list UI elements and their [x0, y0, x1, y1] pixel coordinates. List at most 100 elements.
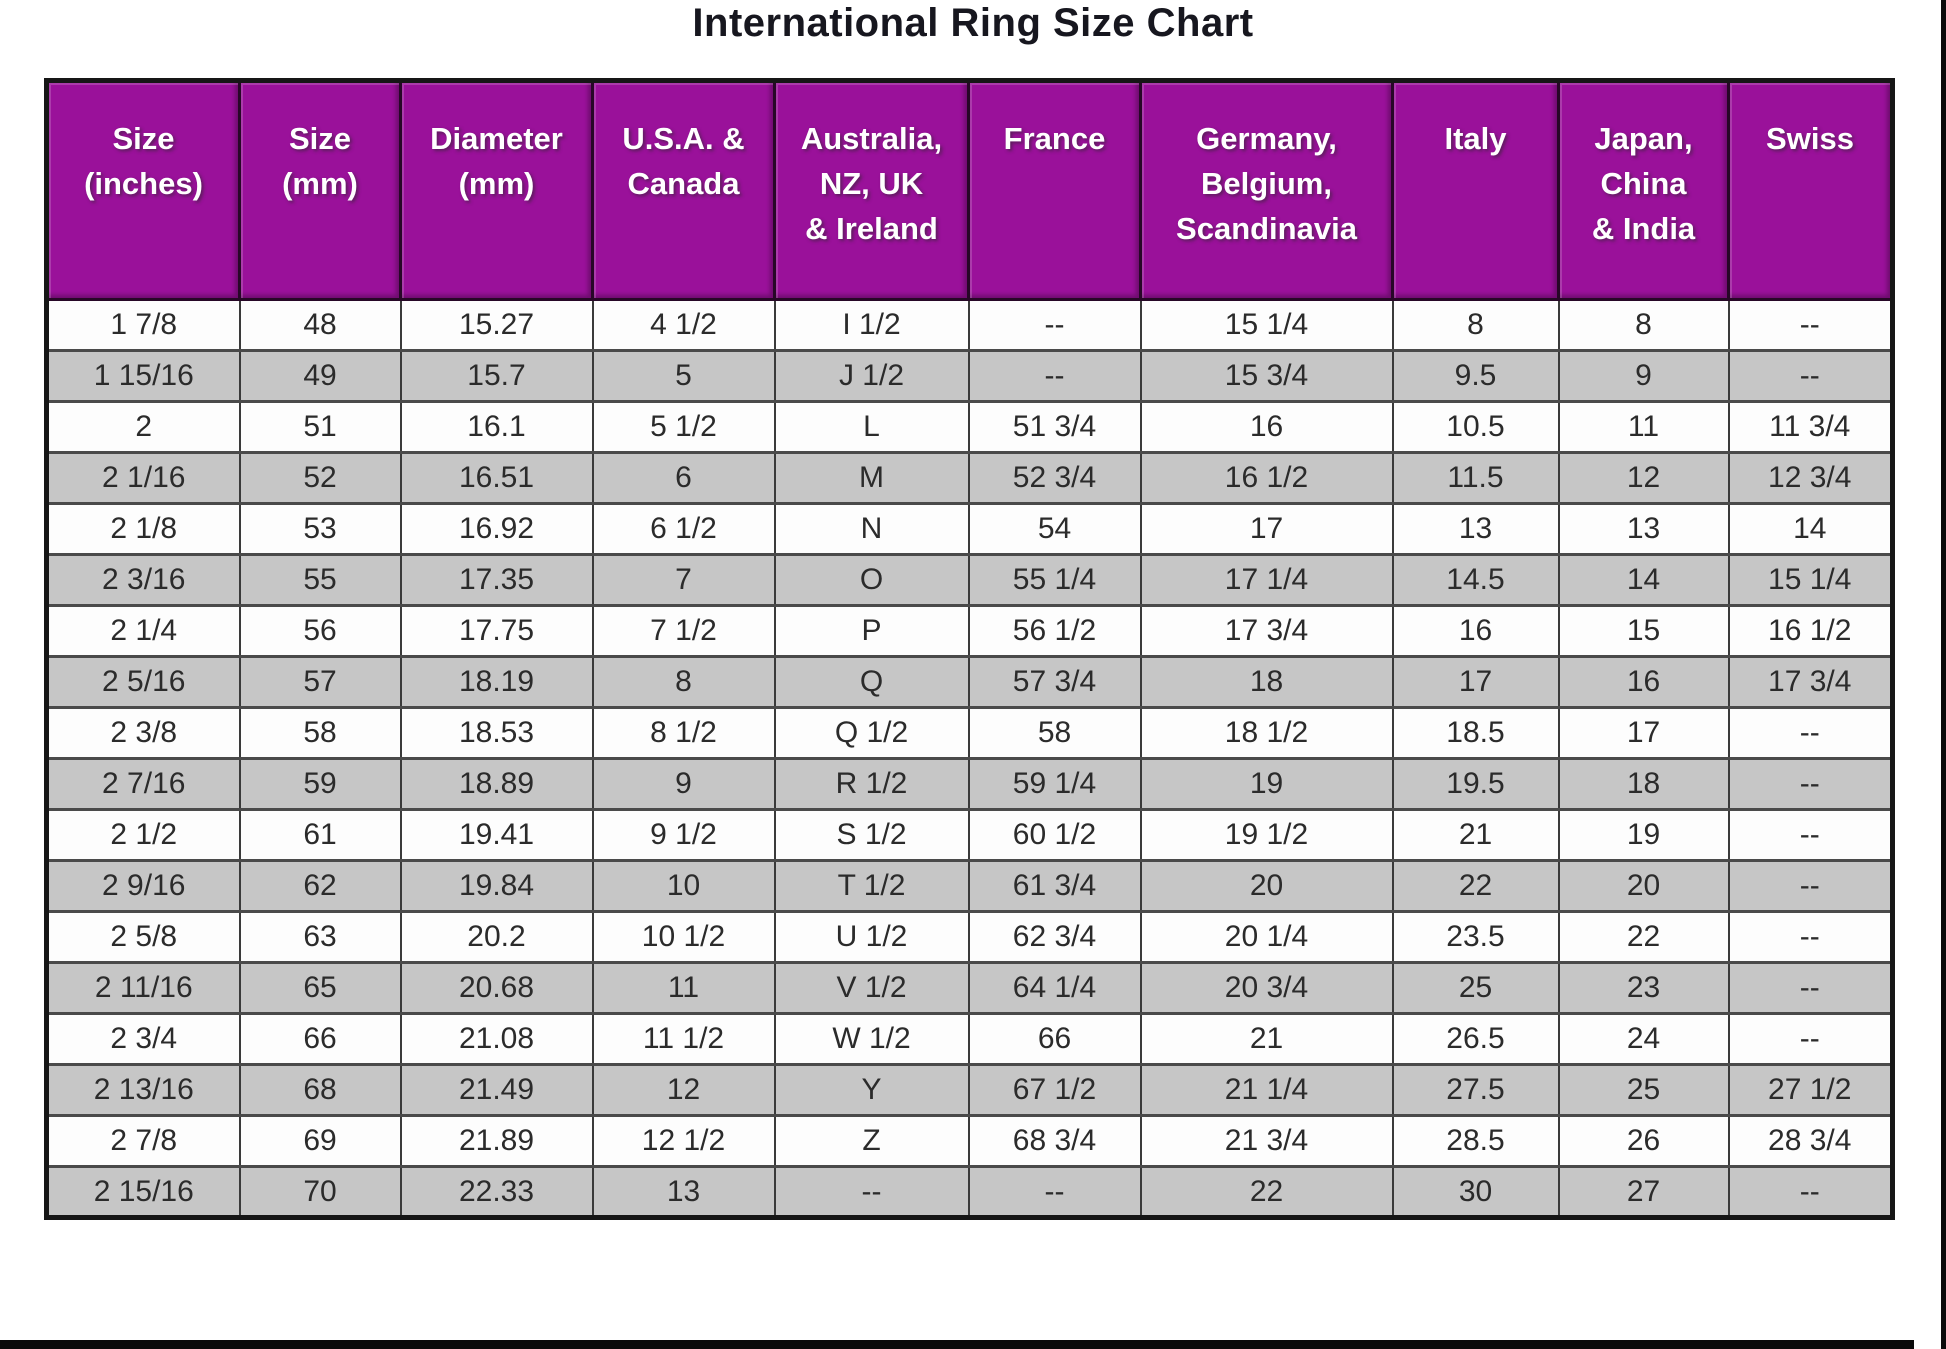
cell: 28.5 [1391, 1114, 1560, 1168]
cell: 52 [238, 451, 402, 505]
cell: 18.19 [399, 655, 594, 709]
cell: 27 [1557, 1165, 1730, 1219]
cell: 12 3/4 [1727, 451, 1894, 505]
cell: 16 1/2 [1139, 451, 1394, 505]
table-row: 2 3/16 55 17.35 7 O 55 1/4 17 1/4 14.5 14 15 1/4 [45, 553, 1894, 607]
cell: -- [773, 1165, 970, 1219]
cell: 11 3/4 [1727, 400, 1894, 454]
cell: -- [1727, 1165, 1894, 1219]
cell: 68 3/4 [967, 1114, 1142, 1168]
table-row: 1 15/16 49 15.7 5 J 1/2 -- 15 3/4 9.5 9 -- [45, 349, 1894, 403]
column-header: Australia, NZ, UK & Ireland [773, 79, 970, 301]
page-title: International Ring Size Chart [692, 1, 1254, 45]
cell: 17 [1139, 502, 1394, 556]
cell: 16.1 [399, 400, 594, 454]
cell: 62 [238, 859, 402, 913]
cell: 21.08 [399, 1012, 594, 1066]
cell: 48 [238, 298, 402, 352]
cell: 59 [238, 757, 402, 811]
cell: -- [1727, 298, 1894, 352]
cell: -- [1727, 859, 1894, 913]
table-row: 2 5/8 63 20.2 10 1/2 U 1/2 62 3/4 20 1/4 23.5 22… [45, 910, 1894, 964]
cell: 14 [1727, 502, 1894, 556]
cell: 17 1/4 [1139, 553, 1394, 607]
cell: -- [967, 298, 1142, 352]
cell: 22 [1139, 1165, 1394, 1219]
cell: 15 3/4 [1139, 349, 1394, 403]
cell: 6 1/2 [591, 502, 776, 556]
cell: 6 [591, 451, 776, 505]
cell: 57 [238, 655, 402, 709]
cell: 19 [1557, 808, 1730, 862]
cell: 21 [1139, 1012, 1394, 1066]
cell: 14 [1557, 553, 1730, 607]
cell: 9 [1557, 349, 1730, 403]
cell: 20.68 [399, 961, 594, 1015]
cell: -- [1727, 706, 1894, 760]
table-row: 1 7/8 48 15.27 4 1/2 I 1/2 -- 15 1/4 8 8 -- [45, 298, 1894, 352]
cell: 19.84 [399, 859, 594, 913]
cell: 61 3/4 [967, 859, 1142, 913]
cell: 2 1/8 [45, 502, 241, 556]
cell: Z [773, 1114, 970, 1168]
cell: -- [1727, 961, 1894, 1015]
cell: 16 [1557, 655, 1730, 709]
cell: 20 3/4 [1139, 961, 1394, 1015]
cell: 14.5 [1391, 553, 1560, 607]
cell: 25 [1557, 1063, 1730, 1117]
cell: 21.49 [399, 1063, 594, 1117]
cell: 18.89 [399, 757, 594, 811]
cell: 15 1/4 [1727, 553, 1894, 607]
cell: 20 [1139, 859, 1394, 913]
table-row: 2 7/16 59 18.89 9 R 1/2 59 1/4 19 19.5 18 -- [45, 757, 1894, 811]
cell: 13 [1391, 502, 1560, 556]
cell: 7 1/2 [591, 604, 776, 658]
cell: T 1/2 [773, 859, 970, 913]
cell: 2 [45, 400, 241, 454]
cell: 5 1/2 [591, 400, 776, 454]
column-header: Diameter (mm) [399, 79, 594, 301]
cell: 61 [238, 808, 402, 862]
cell: 8 [1391, 298, 1560, 352]
cell: 17 3/4 [1727, 655, 1894, 709]
cell: 15 1/4 [1139, 298, 1394, 352]
cell: 2 3/16 [45, 553, 241, 607]
cell: 7 [591, 553, 776, 607]
cell: 21 1/4 [1139, 1063, 1394, 1117]
cell: 13 [591, 1165, 776, 1219]
cell: M [773, 451, 970, 505]
cell: P [773, 604, 970, 658]
cell: 8 [1557, 298, 1730, 352]
cell: 52 3/4 [967, 451, 1142, 505]
cell: 27 1/2 [1727, 1063, 1894, 1117]
cell: 17 [1391, 655, 1560, 709]
cell: 63 [238, 910, 402, 964]
table-row: 2 15/16 70 22.33 13 -- -- 22 30 27 -- [45, 1165, 1894, 1219]
table-row: 2 9/16 62 19.84 10 T 1/2 61 3/4 20 22 20 -- [45, 859, 1894, 913]
cell: 10 1/2 [591, 910, 776, 964]
cell: 66 [238, 1012, 402, 1066]
cell: 53 [238, 502, 402, 556]
cell: V 1/2 [773, 961, 970, 1015]
cell: W 1/2 [773, 1012, 970, 1066]
cell: 59 1/4 [967, 757, 1142, 811]
cell: 17.75 [399, 604, 594, 658]
header-row: Size (inches) Size (mm) Diameter (mm) U.S.A… [45, 79, 1894, 301]
cell: R 1/2 [773, 757, 970, 811]
cell: 20.2 [399, 910, 594, 964]
cell: 11 1/2 [591, 1012, 776, 1066]
table-row: 2 3/8 58 18.53 8 1/2 Q 1/2 58 18 1/2 18.5 17 -- [45, 706, 1894, 760]
cell: 15 [1557, 604, 1730, 658]
cell: -- [967, 1165, 1142, 1219]
cell: J 1/2 [773, 349, 970, 403]
cell: 2 3/8 [45, 706, 241, 760]
table-row: 2 11/16 65 20.68 11 V 1/2 64 1/4 20 3/4 25 23 -- [45, 961, 1894, 1015]
cell: 64 1/4 [967, 961, 1142, 1015]
table-row: 2 1/4 56 17.75 7 1/2 P 56 1/2 17 3/4 16 15 16 1/2 [45, 604, 1894, 658]
column-header: Size (inches) [45, 79, 241, 301]
cell: 2 7/8 [45, 1114, 241, 1168]
cell: 30 [1391, 1165, 1560, 1219]
cell: 66 [967, 1012, 1142, 1066]
cell: 10 [591, 859, 776, 913]
cell: 16 [1139, 400, 1394, 454]
